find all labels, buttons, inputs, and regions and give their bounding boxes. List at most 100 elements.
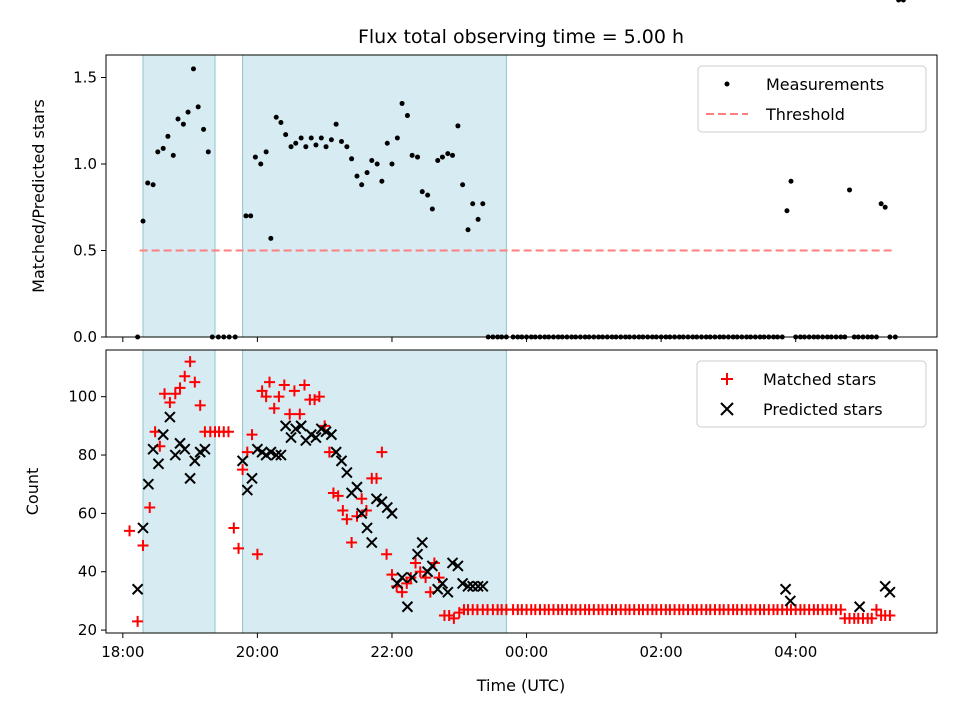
predicted-star-point <box>472 580 484 593</box>
bottom-shade-1 <box>242 349 507 634</box>
matched-star-point <box>144 502 156 514</box>
matched-star-point <box>866 612 878 624</box>
legend-predicted-label: Predicted stars <box>763 400 883 419</box>
chart-title: Flux total observing time = 5.00 h <box>358 26 684 48</box>
bottom-shaded-intervals <box>142 349 507 634</box>
matched-star-point <box>222 426 234 438</box>
bottom-y-ticks: 20 40 60 80 100 <box>68 388 106 639</box>
predicted-star-point <box>189 455 201 467</box>
predicted-star-point <box>361 522 373 534</box>
predicted-star-point <box>442 586 454 598</box>
measurement-point <box>201 126 207 132</box>
measurement-point <box>450 152 456 158</box>
measurement-point <box>379 178 385 184</box>
predicted-star-point <box>456 577 469 590</box>
measurement-point <box>399 100 405 106</box>
predicted-star-point <box>169 449 182 461</box>
top-shade-0 <box>142 54 216 338</box>
predicted-star-point <box>285 431 297 444</box>
matched-star-point <box>169 388 181 400</box>
top-ytick-label-3: 1.5 <box>73 68 97 86</box>
measurement-point <box>160 145 166 151</box>
top-ytick-label-1: 0.5 <box>73 241 97 259</box>
predicted-star-point <box>355 507 368 520</box>
measurement-point <box>415 154 421 160</box>
bottom-shade-0 <box>142 349 216 634</box>
measurement-point <box>455 123 461 129</box>
matched-star-point <box>174 382 186 394</box>
predicted-star-point <box>341 466 353 479</box>
predicted-star-point <box>310 431 322 444</box>
measurement-point <box>252 154 258 160</box>
bottom-legend-box <box>696 360 927 428</box>
measurement-point <box>243 213 249 219</box>
measurement-point <box>248 213 254 219</box>
matched-star-point <box>159 388 171 400</box>
measurement-point <box>460 182 466 188</box>
predicted-star-point <box>199 443 211 455</box>
measurement-point <box>419 189 425 195</box>
bottom-ytick-label-0: 20 <box>78 621 97 639</box>
matched-star-point <box>870 604 882 616</box>
predicted-star-point <box>131 583 144 595</box>
matched-star-point <box>149 426 161 438</box>
measurement-point <box>882 204 888 210</box>
measurement-point <box>339 139 345 145</box>
matched-star-point <box>376 446 388 458</box>
matched-star-point <box>360 504 372 516</box>
predicted-star-point <box>411 548 424 560</box>
matched-star-point <box>260 391 272 403</box>
predicted-star-point <box>241 484 254 496</box>
predicted-star-point <box>147 443 159 455</box>
measurement-point <box>475 216 481 222</box>
measurement-point <box>847 187 853 193</box>
measurement-point <box>165 133 171 139</box>
matched-star-point <box>835 604 847 616</box>
bottom-ytick-label-4: 100 <box>68 388 97 406</box>
predicted-star-point <box>246 472 258 485</box>
matched-star-point <box>370 472 382 484</box>
predicted-star-point <box>137 522 149 534</box>
predicted-star-point <box>884 586 896 598</box>
measurement-point <box>145 180 151 186</box>
measurement-point <box>445 151 451 157</box>
predicted-star-point <box>270 449 282 461</box>
matched-star-point <box>351 510 363 522</box>
measurement-point <box>328 137 334 143</box>
bottom-ytick-label-2: 60 <box>78 504 97 522</box>
measurement-point <box>900 0 906 3</box>
top-shade-1 <box>242 54 507 338</box>
legend-threshold-label: Threshold <box>765 105 845 124</box>
matched-star-point <box>323 446 335 458</box>
measurement-point <box>318 135 324 141</box>
matched-stars-points <box>124 356 896 627</box>
predicted-star-point <box>351 481 363 493</box>
measurement-point <box>140 218 146 224</box>
predicted-star-point <box>184 472 196 485</box>
measurement-point <box>268 235 274 241</box>
matched-star-point <box>132 615 144 627</box>
predicted-star-point <box>265 446 277 458</box>
top-legend: Measurements Threshold <box>697 65 927 133</box>
xtick-label-4: 02:00 <box>640 643 683 661</box>
measurement-point <box>258 161 264 167</box>
predicted-stars-points <box>131 411 896 613</box>
matched-star-point <box>189 376 201 388</box>
predicted-star-point <box>366 536 378 549</box>
predicted-star-point <box>426 560 439 572</box>
measurement-point <box>389 161 395 167</box>
measurement-point <box>283 132 289 138</box>
measurement-point <box>170 152 176 158</box>
bottom-ytick-label-1: 40 <box>78 563 97 581</box>
matched-star-point <box>386 569 398 581</box>
predicted-star-point <box>401 601 414 613</box>
predicted-star-point <box>406 571 418 584</box>
predicted-star-point <box>157 428 169 441</box>
top-y-axis-label: Matched/Predicted stars <box>29 99 48 293</box>
measurement-point <box>896 0 902 3</box>
measurement-point <box>480 201 486 207</box>
predicted-star-point <box>335 455 348 467</box>
xtick-label-3: 00:00 <box>505 643 548 661</box>
matched-star-point <box>233 542 245 554</box>
measurement-point <box>354 173 360 179</box>
